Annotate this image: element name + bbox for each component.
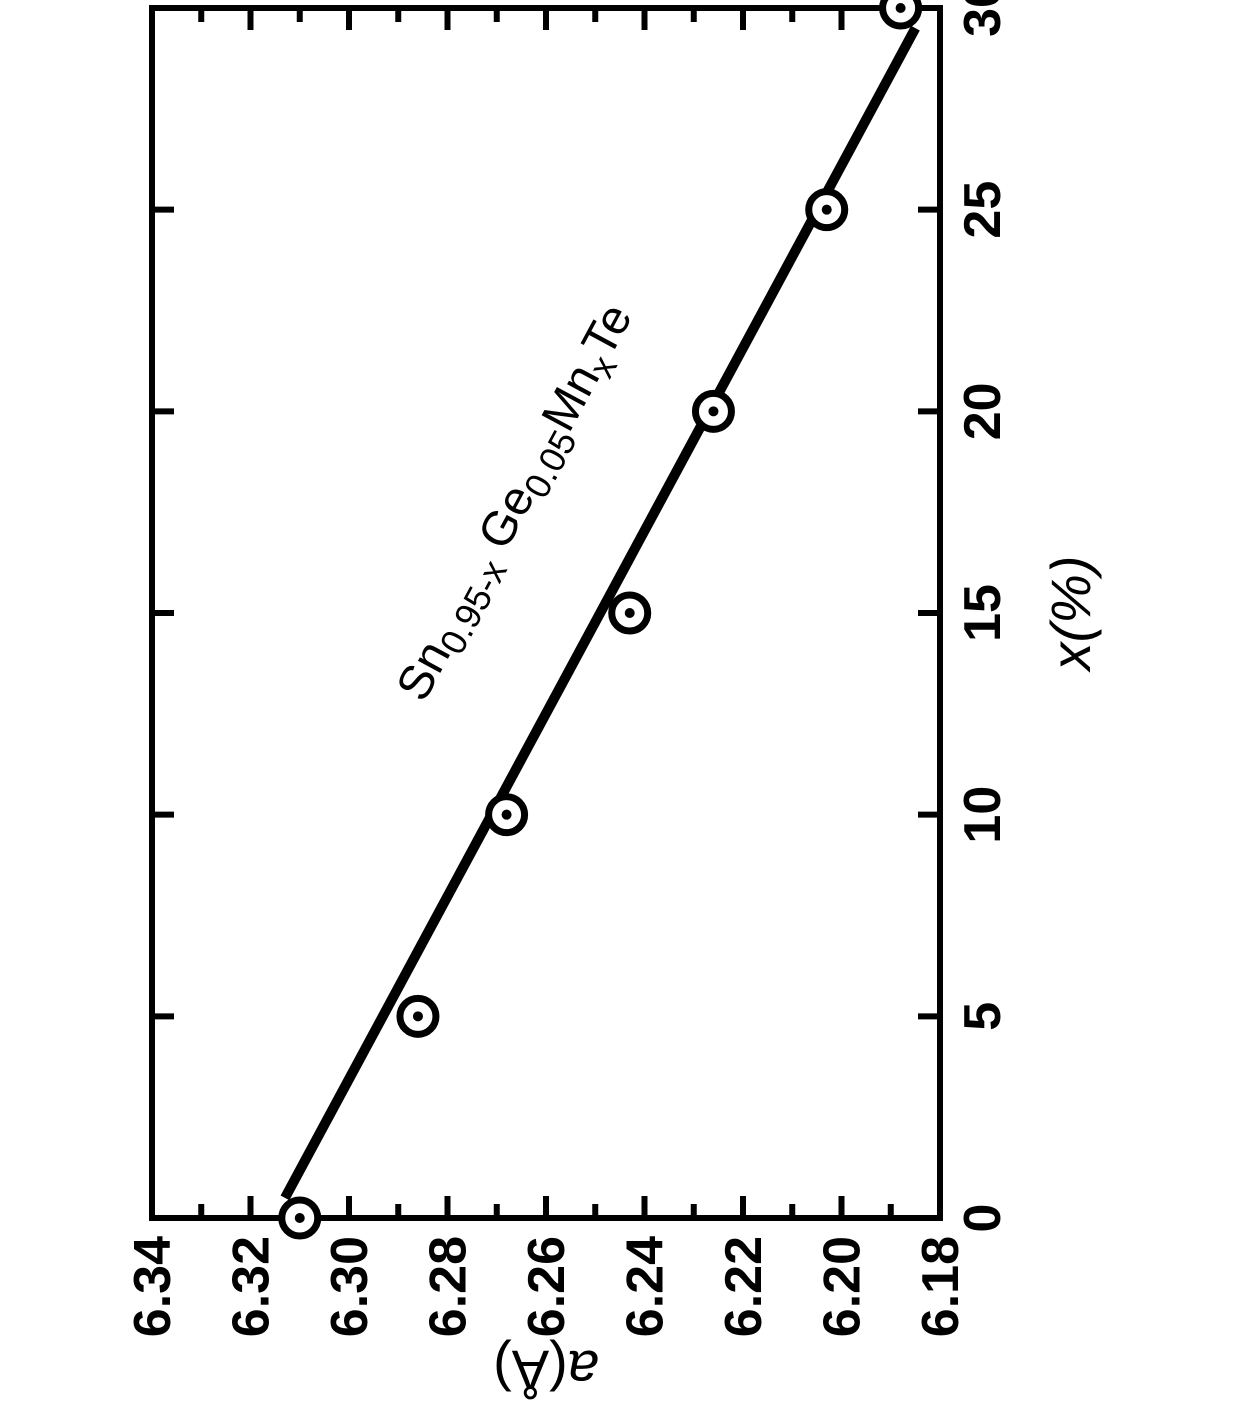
svg-text:a(Å): a(Å) — [493, 1339, 599, 1402]
svg-text:6.26: 6.26 — [518, 1236, 576, 1337]
svg-text:30: 30 — [954, 0, 1012, 37]
svg-text:15: 15 — [954, 584, 1012, 642]
svg-text:6.24: 6.24 — [617, 1236, 675, 1337]
svg-text:20: 20 — [954, 382, 1012, 440]
svg-text:6.34: 6.34 — [124, 1236, 182, 1337]
svg-text:6.20: 6.20 — [814, 1236, 872, 1337]
svg-text:x(%): x(%) — [1039, 555, 1102, 673]
lattice-parameter-chart: 6.18 6.20 6.22 6.24 6.26 6.28 6.30 6.32 6.34 a(Å)… — [0, 0, 1240, 1413]
svg-text:6.22: 6.22 — [715, 1236, 773, 1337]
svg-text:0: 0 — [954, 1204, 1012, 1233]
svg-text:6.30: 6.30 — [321, 1236, 379, 1337]
svg-text:10: 10 — [954, 786, 1012, 844]
svg-text:6.28: 6.28 — [420, 1236, 478, 1337]
svg-text:6.18: 6.18 — [912, 1236, 970, 1337]
svg-text:6.32: 6.32 — [223, 1236, 281, 1337]
svg-text:25: 25 — [954, 181, 1012, 239]
svg-text:5: 5 — [954, 1002, 1012, 1031]
